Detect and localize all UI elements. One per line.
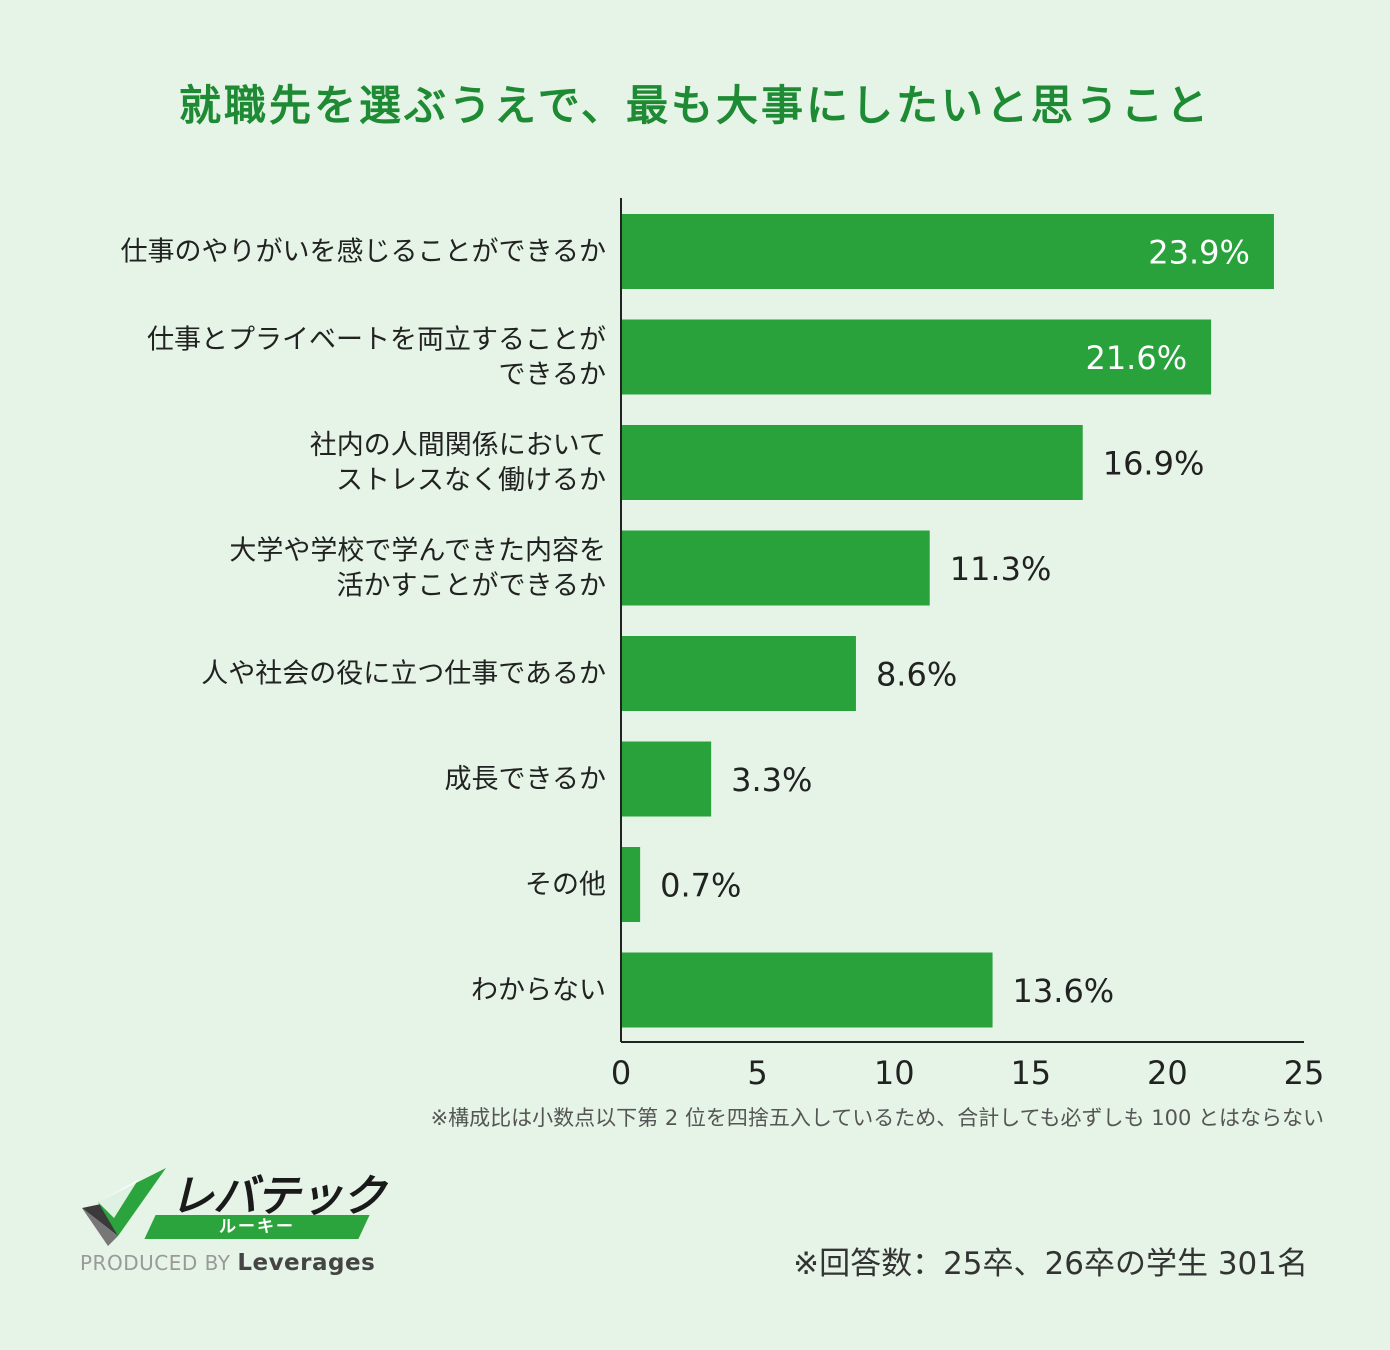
category-label: 大学や学校で学んできた内容を	[229, 536, 606, 567]
category-label: 成長できるか	[445, 764, 606, 795]
category-label: わからない	[471, 975, 606, 1006]
category-label: 仕事のやりがいを感じることができるか	[121, 237, 606, 268]
logo-subtitle: ルーキー	[219, 1217, 295, 1237]
data-label: 11.3%	[950, 550, 1052, 588]
respondent-count: ※回答数：25卒、26卒の学生 301名	[793, 1246, 1308, 1282]
data-label: 23.9%	[1148, 234, 1250, 272]
logo-name: レバテック	[170, 1171, 386, 1222]
brand-logo: レバテック ルーキー PRODUCED BY Leverages	[78, 1160, 386, 1285]
footnote: ※構成比は小数点以下第 2 位を四捨五入しているため、合計しても必ずしも 100…	[430, 1106, 1324, 1130]
produced-by-label: PRODUCED BY	[80, 1251, 231, 1275]
data-label: 21.6%	[1085, 339, 1187, 377]
bar	[621, 319, 1212, 395]
bar	[621, 741, 712, 817]
bar	[621, 636, 856, 711]
bar	[621, 425, 1083, 500]
data-label: 8.6%	[876, 656, 957, 694]
data-label: 3.3%	[731, 761, 812, 799]
category-label: できるか	[499, 360, 606, 391]
x-tick-label: 5	[747, 1054, 767, 1092]
data-label: 13.6%	[1013, 972, 1115, 1010]
produced-by: PRODUCED BY Leverages	[80, 1250, 375, 1276]
chart-title: 就職先を選ぶうえで、最も大事にしたいと思うこと	[178, 81, 1212, 130]
category-label: 仕事とプライベートを両立することが	[147, 325, 606, 356]
category-label: 活かすことができるか	[337, 571, 606, 602]
bar	[621, 530, 930, 606]
category-label: 社内の人間関係において	[310, 430, 606, 461]
x-tick-label: 10	[874, 1054, 915, 1092]
x-tick-label: 0	[611, 1054, 631, 1092]
x-tick-label: 20	[1147, 1054, 1188, 1092]
data-label: 16.9%	[1103, 445, 1205, 483]
bar	[621, 952, 993, 1028]
data-label: 0.7%	[660, 867, 741, 905]
company-name: Leverages	[237, 1250, 376, 1276]
x-tick-label: 15	[1010, 1054, 1051, 1092]
bar-chart: 23.9% 仕事のやりがいを感じることができるか 21.6% 仕事とプライベートを両立…	[121, 198, 1325, 1092]
category-label: ストレスなく働けるか	[336, 465, 606, 496]
bar	[621, 214, 1274, 289]
logo-mark-icon	[82, 1168, 166, 1246]
bar	[621, 847, 641, 922]
category-label: 人や社会の役に立つ仕事であるか	[201, 659, 606, 690]
category-label: その他	[525, 870, 606, 901]
x-tick-label: 25	[1284, 1054, 1325, 1092]
